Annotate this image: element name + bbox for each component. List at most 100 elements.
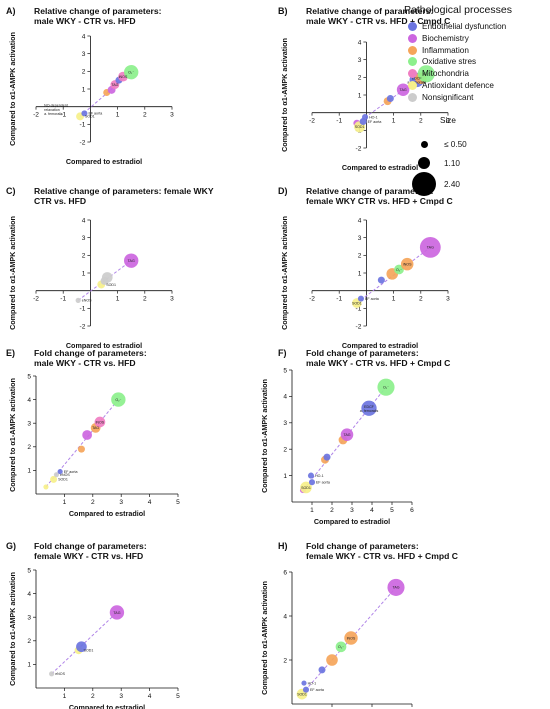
data-point	[50, 475, 58, 483]
y-tick-label: 1	[27, 662, 31, 669]
data-point	[76, 641, 87, 653]
panel-label: F)	[278, 348, 287, 358]
data-point	[77, 445, 85, 453]
point-label: EDCF	[412, 76, 423, 80]
point-label: SOD1	[297, 692, 307, 696]
x-tick-label: 3	[446, 118, 450, 125]
x-tick-label: 5	[390, 507, 394, 514]
y-tick-label: 3	[27, 615, 31, 622]
y-tick-label: 1	[82, 86, 86, 93]
panel-label: B)	[278, 6, 288, 16]
panel-label: D)	[278, 186, 288, 196]
legend-label: Mitochondria	[422, 69, 469, 79]
x-tick-label: -1	[60, 112, 66, 119]
data-point	[400, 257, 414, 271]
point-label: iNOS	[347, 636, 356, 640]
data-point	[111, 392, 126, 407]
point-label: eNOS	[60, 473, 70, 477]
point-label: a. femoralis	[360, 409, 379, 413]
data-point	[53, 472, 60, 478]
size-legend-label: 1.10	[444, 158, 460, 168]
x-tick-label: 3	[170, 296, 174, 303]
y-tick-label: 1	[27, 468, 31, 475]
point-label: TAG	[427, 246, 434, 250]
legend-label: Oxidative stres	[422, 57, 477, 67]
chart-title: male WKY - CTR vs. HFD	[34, 16, 136, 26]
point-label: iNOS	[403, 262, 412, 266]
size-legend-dot	[420, 140, 428, 148]
chart-panel: B) Relative change of parameters:male WKY…	[278, 6, 450, 172]
point-label: eNOS	[55, 672, 65, 676]
legend-swatch	[408, 22, 417, 31]
trend-line	[45, 399, 119, 488]
x-tick-label: 3	[119, 693, 123, 700]
x-tick-label: 2	[143, 112, 147, 119]
data-point	[419, 236, 441, 258]
legend-label: Endothelial dysfunction	[422, 22, 507, 31]
legend-item: Mitochondria	[408, 68, 469, 79]
legend-label: Antioxidant defence	[422, 81, 494, 90]
x-axis-label: Compared to estradiol	[342, 163, 418, 172]
point-label: TAG	[343, 433, 350, 437]
point-label: TAG	[111, 83, 118, 87]
x-tick-label: -2	[33, 296, 39, 303]
y-tick-label: 4	[82, 217, 86, 224]
y-tick-label: -2	[356, 323, 362, 330]
data-point	[323, 453, 331, 461]
point-label: SOD1	[106, 283, 116, 287]
annotation-note: NO-dependent	[44, 104, 68, 108]
chart-title: Relative change of parameters: female WK…	[34, 186, 214, 196]
x-tick-label: -2	[309, 296, 315, 303]
chart-panel: E) Fold change of parameters:male WKY - C…	[6, 348, 180, 518]
panel-label: A)	[6, 6, 16, 16]
legend-item: Inflammation	[408, 45, 469, 56]
y-axis-label: Compared to α1-AMPK activation	[260, 379, 269, 493]
point-label: EDCF	[364, 405, 375, 409]
point-label: EF aorta	[88, 112, 102, 116]
data-point	[307, 472, 315, 479]
y-axis-label: Compared to α1-AMPK activation	[8, 32, 17, 146]
point-label: EF aorta	[365, 297, 379, 301]
chart-title: CTR vs. HFD	[34, 196, 86, 206]
legend-label: Nonsignificant	[422, 92, 474, 102]
x-tick-label: 1	[116, 296, 120, 303]
chart-title: Fold change of parameters:	[306, 541, 419, 551]
point-label: SOD1	[85, 115, 95, 119]
annotation-note: a. femoralis	[44, 112, 63, 116]
point-label: SOD1	[355, 125, 365, 129]
chart-title: female WKY - CTR vs. HFD + Cmpd C	[306, 551, 458, 561]
size-legend-title: Size	[440, 116, 456, 125]
data-point	[386, 95, 394, 103]
x-tick-label: 3	[350, 507, 354, 514]
x-tick-label: 6	[410, 507, 414, 514]
legend-item: Biochemistry	[408, 33, 469, 44]
point-label: O₂⁻	[128, 71, 134, 75]
chart-title: Relative change of parameters:	[306, 186, 434, 196]
x-tick-label: 2	[330, 507, 334, 514]
point-label: TAG	[392, 586, 399, 590]
legend-swatch	[408, 69, 417, 79]
legend-title: Pathological processes	[404, 4, 512, 16]
chart-title: Fold change of parameters:	[306, 348, 419, 358]
data-point	[396, 83, 410, 96]
data-point	[377, 378, 395, 396]
data-point	[387, 578, 405, 596]
x-tick-label: -1	[336, 296, 342, 303]
point-label: EF aorta	[368, 120, 382, 124]
y-axis-label: Compared to α1-AMPK activation	[8, 216, 17, 330]
y-tick-label: 3	[283, 420, 287, 427]
chart-panel: G) Fold change of parameters:female WKY -…	[6, 541, 180, 709]
x-tick-label: 4	[370, 507, 374, 514]
point-label: EF aorta	[316, 481, 330, 485]
data-point	[43, 484, 49, 490]
legend-swatch	[408, 92, 417, 102]
x-tick-label: 1	[63, 499, 67, 506]
y-tick-label: 4	[283, 613, 287, 620]
data-point	[417, 65, 435, 83]
x-tick-label: 4	[148, 499, 152, 506]
x-tick-label: 2	[143, 296, 147, 303]
x-tick-label: 3	[446, 296, 450, 303]
point-label: SOD1	[301, 486, 311, 490]
y-tick-label: 4	[27, 591, 31, 598]
data-point	[344, 631, 358, 645]
